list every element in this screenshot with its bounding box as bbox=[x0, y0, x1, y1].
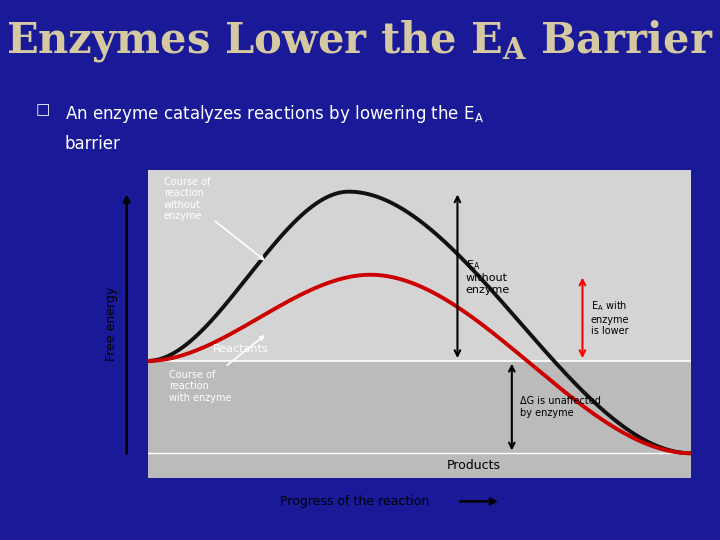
Text: Products: Products bbox=[446, 458, 500, 471]
Text: Reactants: Reactants bbox=[213, 343, 269, 354]
Bar bbox=[148, 361, 691, 478]
Text: Course of
reaction
with enzyme: Course of reaction with enzyme bbox=[169, 336, 264, 403]
Text: □: □ bbox=[36, 103, 50, 118]
Text: An enzyme catalyzes reactions by lowering the $\mathregular{E_A}$: An enzyme catalyzes reactions by lowerin… bbox=[65, 103, 484, 125]
Text: Progress of the reaction: Progress of the reaction bbox=[279, 495, 429, 508]
Bar bbox=[148, 170, 691, 361]
Text: $\mathregular{E_A}$
without
enzyme: $\mathregular{E_A}$ without enzyme bbox=[466, 258, 510, 295]
Text: Enzymes Lower the $\mathregular{E_A}$ Barrier: Enzymes Lower the $\mathregular{E_A}$ Ba… bbox=[6, 18, 714, 64]
Text: Course of
reaction
without
enzyme: Course of reaction without enzyme bbox=[164, 177, 264, 260]
Text: barrier: barrier bbox=[65, 135, 121, 153]
Text: $\mathregular{E_A}$ with
enzyme
is lower: $\mathregular{E_A}$ with enzyme is lower bbox=[590, 299, 629, 336]
Text: Free energy: Free energy bbox=[105, 287, 118, 361]
Text: ΔG is unaffected
by enzyme: ΔG is unaffected by enzyme bbox=[520, 396, 601, 418]
